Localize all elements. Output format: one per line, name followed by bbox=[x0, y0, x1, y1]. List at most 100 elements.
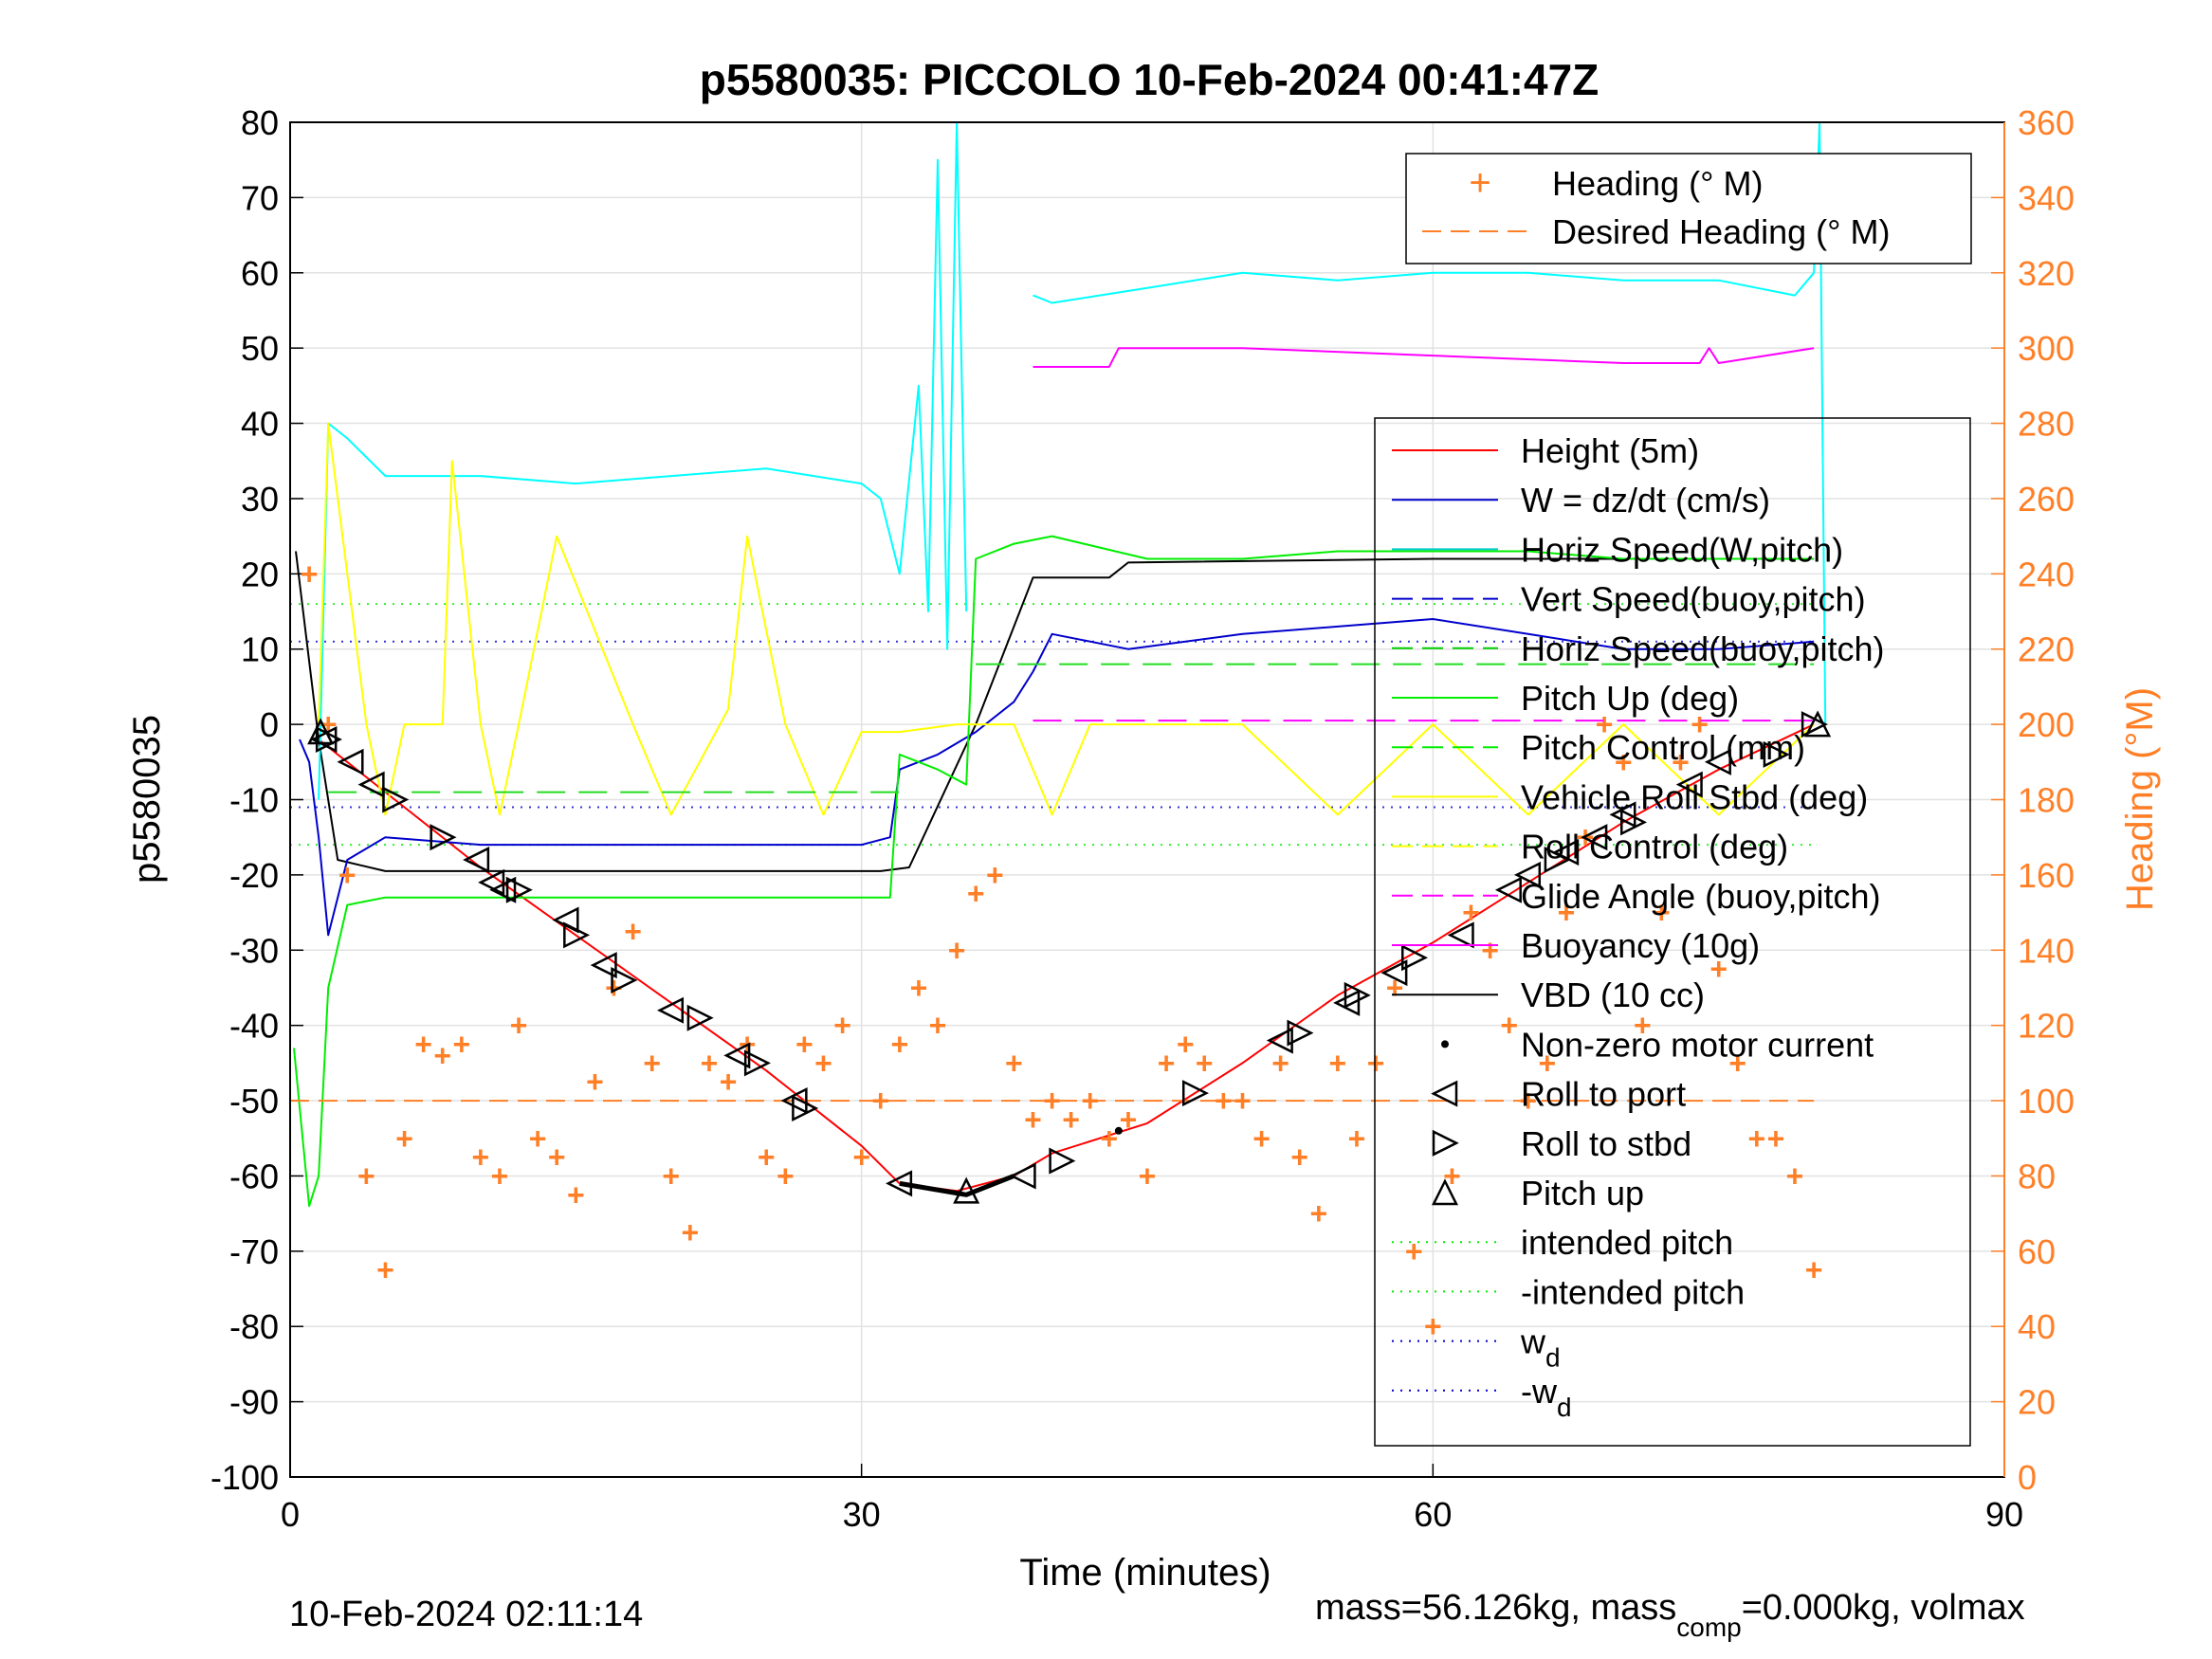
pitch-up-marker bbox=[1804, 710, 1832, 738]
heading-point: + bbox=[929, 1009, 947, 1043]
heading-point: + bbox=[682, 1215, 700, 1249]
legend-main-label: Horiz Speed(buoy,pitch) bbox=[1521, 629, 1885, 668]
legend-swatch-roll-port bbox=[1431, 1080, 1458, 1107]
roll-to-stbd-marker bbox=[1620, 809, 1648, 836]
heading-point: + bbox=[1120, 1103, 1138, 1137]
y-left-tick-label: -90 bbox=[229, 1383, 279, 1422]
heading-point: + bbox=[357, 1158, 375, 1193]
y-right-tick-label: 80 bbox=[2018, 1157, 2056, 1195]
heading-point: + bbox=[1786, 1158, 1804, 1193]
roll-to-port-marker bbox=[489, 876, 517, 903]
y-left-tick-label: -40 bbox=[229, 1007, 279, 1046]
heading-point: + bbox=[433, 1038, 451, 1072]
legend-main-label: Roll to stbd bbox=[1521, 1124, 1691, 1163]
heading-point: + bbox=[376, 1253, 394, 1287]
roll-to-stbd-marker bbox=[686, 1004, 714, 1031]
roll-to-stbd-marker bbox=[792, 1094, 819, 1122]
x-tick-label: 0 bbox=[281, 1495, 300, 1534]
legend-main-label: Buoyancy (10g) bbox=[1521, 926, 1760, 965]
legend-swatch bbox=[1441, 1040, 1449, 1048]
heading-point: + bbox=[777, 1158, 795, 1193]
y-right-tick-label: 0 bbox=[2018, 1458, 2037, 1497]
roll-to-port-marker bbox=[463, 846, 490, 874]
legend-main-label: Glide Angle (buoy,pitch) bbox=[1521, 877, 1881, 916]
heading-point: + bbox=[1309, 1196, 1327, 1231]
y-left-tick-label: 50 bbox=[241, 329, 279, 368]
heading-point: + bbox=[1653, 896, 1671, 930]
heading-point: + bbox=[1691, 707, 1709, 741]
footer-mass-sub: comp bbox=[1676, 1613, 1741, 1642]
y-right-tick-label: 120 bbox=[2018, 1007, 2075, 1046]
roll-to-port-marker bbox=[1513, 861, 1542, 888]
y-left-tick-label: -60 bbox=[229, 1157, 279, 1195]
heading-point: + bbox=[1158, 1046, 1176, 1080]
series-layer: +++++++ + ++++++++++++++++++++++++++++++++… bbox=[290, 121, 1827, 1343]
roll-to-stbd-marker bbox=[1181, 1080, 1210, 1107]
heading-point: + bbox=[967, 877, 985, 911]
roll-to-port-marker bbox=[656, 996, 685, 1024]
roll-to-port-marker bbox=[478, 868, 505, 896]
y-left-tick-label: 20 bbox=[241, 555, 279, 593]
heading-point: + bbox=[1005, 1046, 1023, 1080]
x-axis-label: Time (minutes) bbox=[1019, 1552, 1271, 1594]
y-left-axis-label: p5580035 bbox=[126, 715, 168, 884]
legend-main-label: intended pitch bbox=[1521, 1223, 1733, 1262]
heading-point: + bbox=[510, 1009, 528, 1043]
heading-point: + bbox=[720, 1065, 738, 1099]
roll-to-port-marker bbox=[337, 748, 364, 775]
heading-point: + bbox=[1424, 1309, 1442, 1343]
heading-point: + bbox=[1443, 1158, 1461, 1193]
heading-point: + bbox=[338, 858, 356, 892]
heading-point: + bbox=[1177, 1028, 1195, 1062]
roll-to-port-marker bbox=[723, 1042, 751, 1069]
legend-main-label: Vert Speed(buoy,pitch) bbox=[1521, 580, 1866, 619]
roll-to-stbd-marker bbox=[505, 876, 533, 903]
heading-point: + bbox=[624, 914, 642, 948]
series-buoyancy-10g bbox=[1033, 347, 1815, 368]
roll-to-port-marker bbox=[1333, 989, 1361, 1016]
series-vbd-10-cc bbox=[295, 551, 1815, 872]
heading-point: + bbox=[948, 933, 966, 967]
roll-to-port-marker bbox=[310, 725, 338, 754]
roll-to-stbd-marker bbox=[743, 1049, 771, 1077]
roll-to-port-marker bbox=[1266, 1027, 1293, 1054]
legend-main-label: Pitch up bbox=[1521, 1174, 1644, 1212]
motor-current-marker bbox=[1114, 1126, 1123, 1135]
y-left-tick-labels: 80 70 60 50 40 30 20 10 0 -10 -20 -30 -40 -50 -60 -70 -8… bbox=[210, 103, 279, 1497]
y-left-tick-label: -70 bbox=[229, 1232, 279, 1271]
roll-to-stbd-marker bbox=[1049, 1147, 1076, 1175]
legend-main-label: Non-zero motor current bbox=[1521, 1025, 1874, 1064]
heading-point: + bbox=[1329, 1046, 1347, 1080]
legend-main: Height (5m) W = dz/dt (cm/s) Horiz Speed(W… bbox=[1374, 417, 1971, 1447]
heading-point: + bbox=[814, 1046, 832, 1080]
heading-point: + bbox=[529, 1121, 547, 1156]
heading-point: + bbox=[1139, 1158, 1157, 1193]
heading-point: + bbox=[1367, 1046, 1385, 1080]
y-right-tick-label: 240 bbox=[2018, 555, 2075, 593]
y-right-tick-label: 20 bbox=[2018, 1383, 2056, 1422]
legend-main-label: Height (5m) bbox=[1521, 431, 1699, 470]
series-pitch-up-deg bbox=[293, 535, 1815, 1208]
motor-active-segment bbox=[899, 1174, 1015, 1197]
y-right-tick-labels: 3603403203002802602402202001801601401201… bbox=[2018, 103, 2075, 1497]
legend-main-label: Roll to port bbox=[1521, 1075, 1686, 1114]
legend-main-label: W = dz/dt (cm/s) bbox=[1521, 481, 1770, 520]
heading-point: + bbox=[1672, 745, 1690, 779]
y-left-tick-label: -30 bbox=[229, 931, 279, 970]
legend-label-main: w bbox=[1520, 1322, 1546, 1361]
heading-point: + bbox=[1596, 707, 1614, 741]
y-right-tick-label: 340 bbox=[2018, 178, 2075, 217]
legend-main-label: -wd bbox=[1521, 1372, 1572, 1422]
heading-point: + bbox=[1462, 896, 1480, 930]
heading-point: + bbox=[758, 1140, 776, 1175]
heading-point: + bbox=[891, 1028, 909, 1062]
y-right-tick-label: 180 bbox=[2018, 781, 2075, 820]
y-right-tick-label: 140 bbox=[2018, 931, 2075, 970]
roll-to-port-marker bbox=[1009, 1162, 1036, 1190]
y-right-tick-label: 300 bbox=[2018, 329, 2075, 368]
pitch-up-marker bbox=[307, 718, 335, 745]
heading-point: + bbox=[1767, 1121, 1785, 1156]
x-tick-label: 30 bbox=[843, 1495, 881, 1534]
roll-to-stbd-marker bbox=[382, 786, 410, 813]
